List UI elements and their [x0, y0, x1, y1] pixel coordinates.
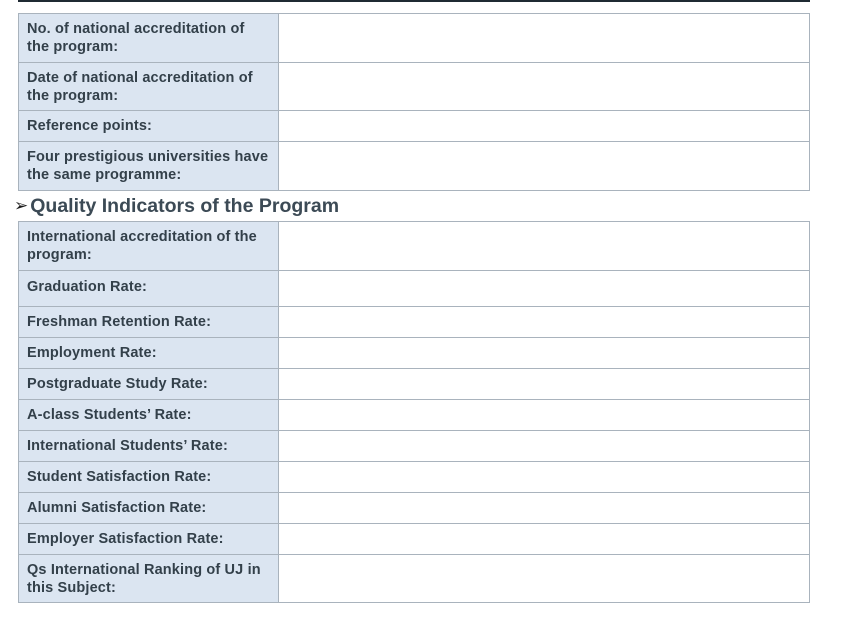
value-field[interactable] [278, 221, 810, 271]
value-field[interactable] [278, 492, 810, 524]
row-label: Student Satisfaction Rate: [18, 461, 279, 493]
table-row: Postgraduate Study Rate: [18, 368, 810, 400]
table-row: International accreditation of the progr… [18, 221, 810, 271]
value-field[interactable] [278, 337, 810, 369]
value-field[interactable] [278, 368, 810, 400]
table-row: No. of national accreditation of the pro… [18, 13, 810, 63]
section-heading-text: Quality Indicators of the Program [30, 194, 340, 217]
table-row: Qs International Ranking of UJ in this S… [18, 554, 810, 603]
value-field[interactable] [278, 13, 810, 63]
table-row: A-class Students’ Rate: [18, 399, 810, 431]
value-field[interactable] [278, 430, 810, 462]
table-row: Freshman Retention Rate: [18, 306, 810, 338]
table-row: Date of national accreditation of the pr… [18, 62, 810, 111]
value-field[interactable] [278, 554, 810, 603]
value-field[interactable] [278, 306, 810, 338]
row-label: Alumni Satisfaction Rate: [18, 492, 279, 524]
table-row: Employment Rate: [18, 337, 810, 369]
value-field[interactable] [278, 141, 810, 191]
table-row: Student Satisfaction Rate: [18, 461, 810, 493]
row-label: International accreditation of the progr… [18, 221, 279, 271]
row-label: Postgraduate Study Rate: [18, 368, 279, 400]
section-heading: ➢ Quality Indicators of the Program [14, 193, 339, 219]
value-field[interactable] [278, 110, 810, 142]
table-row: Reference points: [18, 110, 810, 142]
top-divider [18, 0, 810, 2]
row-label: Date of national accreditation of the pr… [18, 62, 279, 111]
row-label: Qs International Ranking of UJ in this S… [18, 554, 279, 603]
table-row: Graduation Rate: [18, 270, 810, 307]
table-row: Alumni Satisfaction Rate: [18, 492, 810, 524]
row-label: Reference points: [18, 110, 279, 142]
national-accreditation-table: No. of national accreditation of the pro… [18, 13, 810, 191]
value-field[interactable] [278, 62, 810, 111]
value-field[interactable] [278, 399, 810, 431]
row-label: Graduation Rate: [18, 270, 279, 307]
row-label: Four prestigious universities have the s… [18, 141, 279, 191]
table-row: International Students’ Rate: [18, 430, 810, 462]
table-row: Four prestigious universities have the s… [18, 141, 810, 191]
value-field[interactable] [278, 270, 810, 307]
value-field[interactable] [278, 523, 810, 555]
row-label: Employment Rate: [18, 337, 279, 369]
row-label: A-class Students’ Rate: [18, 399, 279, 431]
row-label: Freshman Retention Rate: [18, 306, 279, 338]
value-field[interactable] [278, 461, 810, 493]
arrowhead-bullet-icon: ➢ [14, 196, 29, 216]
table-row: Employer Satisfaction Rate: [18, 523, 810, 555]
row-label: Employer Satisfaction Rate: [18, 523, 279, 555]
quality-indicators-table: International accreditation of the progr… [18, 221, 810, 603]
row-label: International Students’ Rate: [18, 430, 279, 462]
row-label: No. of national accreditation of the pro… [18, 13, 279, 63]
